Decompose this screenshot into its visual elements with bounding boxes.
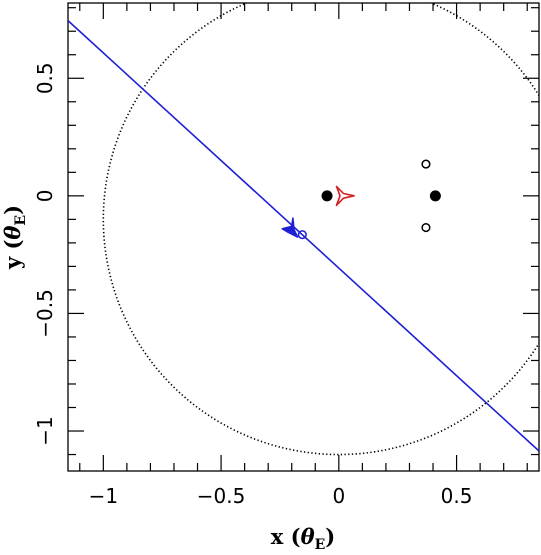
x-tick-label: −0.5 xyxy=(197,484,246,508)
axis-ticks xyxy=(68,3,539,471)
plot-frame xyxy=(67,2,540,472)
image-position-point xyxy=(421,159,431,169)
x-axis-title: x (θE) xyxy=(271,524,335,553)
x-tick-label: 0.5 xyxy=(441,484,473,508)
caustic-curve xyxy=(335,185,355,207)
y-tick-label: 0 xyxy=(33,189,57,202)
y-axis-title: y (θE) xyxy=(0,205,29,270)
lens-mass-point xyxy=(429,190,441,202)
critical-curve xyxy=(102,3,539,456)
plot-data xyxy=(68,3,539,456)
image-position-point xyxy=(421,223,431,233)
y-tick-label: 0.5 xyxy=(33,62,57,94)
lens-mass-point xyxy=(321,190,333,202)
image-position-point xyxy=(297,230,307,240)
tick-labels: −1 −0.5 0 0.5 −1 −0.5 0 0.5 xyxy=(33,62,472,508)
x-tick-label: 0 xyxy=(332,484,345,508)
y-tick-label: −0.5 xyxy=(33,289,57,338)
x-tick-label: −1 xyxy=(89,484,118,508)
caustic-curve xyxy=(281,217,299,238)
source-trajectory xyxy=(68,20,539,452)
y-tick-label: −1 xyxy=(33,416,57,445)
